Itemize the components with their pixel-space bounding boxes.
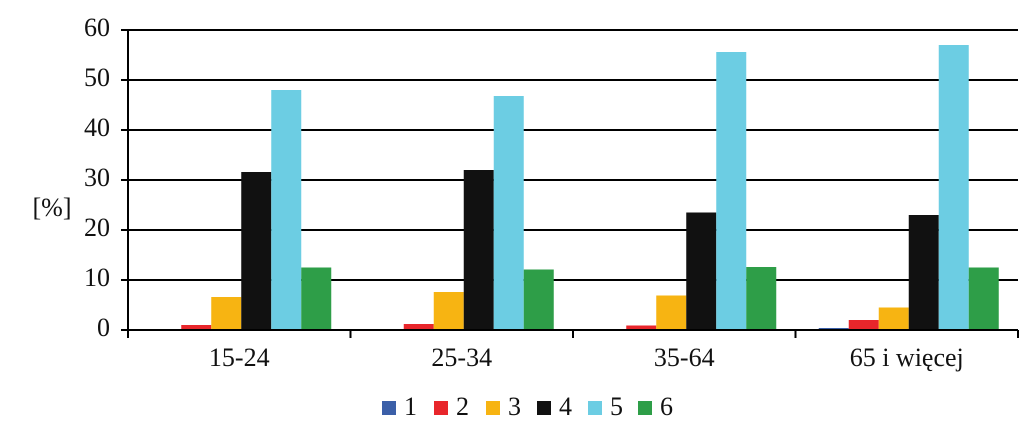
legend-label-3: 3 [508, 392, 521, 421]
legend-label-5: 5 [610, 392, 623, 421]
y-tick-label: 10 [84, 263, 110, 292]
y-tick-label: 60 [84, 13, 110, 42]
bar-3-0 [211, 297, 242, 330]
bar-3-3 [878, 307, 909, 330]
bar-4-2 [686, 212, 717, 330]
legend-label-4: 4 [559, 392, 572, 421]
bar-4-3 [908, 215, 939, 330]
bar-5-2 [716, 52, 747, 330]
y-tick-label: 50 [84, 63, 110, 92]
y-tick-label: 30 [84, 163, 110, 192]
bar-2-3 [848, 320, 879, 330]
bar-5-3 [938, 45, 969, 330]
axes [121, 29, 1019, 338]
legend-label-2: 2 [456, 392, 469, 421]
y-axis-label: [%] [33, 193, 72, 222]
y-tick-label: 0 [97, 313, 110, 342]
bar-2-1 [403, 324, 434, 330]
bar-3-2 [656, 295, 687, 330]
bar-6-0 [301, 267, 332, 330]
bar-6-3 [968, 267, 999, 330]
bar-5-0 [271, 90, 302, 330]
bar-4-1 [463, 170, 494, 330]
legend-swatch-5 [588, 401, 602, 415]
category-label: 65 i więcej [850, 343, 964, 372]
bar-5-1 [493, 96, 524, 330]
legend-swatch-3 [486, 401, 500, 415]
category-label: 25-34 [431, 343, 492, 372]
legend-swatch-1 [382, 401, 396, 415]
y-tick-label: 20 [84, 213, 110, 242]
legend-swatch-6 [638, 401, 652, 415]
bar-6-1 [523, 269, 554, 330]
category-label: 35-64 [654, 343, 715, 372]
category-label: 15-24 [209, 343, 270, 372]
category-labels: 15-24 25-34 35-64 65 i więcej [209, 343, 964, 372]
legend-swatch-4 [537, 401, 551, 415]
bar-2-0 [181, 325, 212, 330]
bar-2-2 [626, 325, 657, 330]
legend-swatch-2 [434, 401, 448, 415]
legend-label-6: 6 [660, 392, 673, 421]
legend-label-1: 1 [404, 392, 417, 421]
y-tick-label: 40 [84, 113, 110, 142]
legend: 1 2 3 4 5 6 [382, 392, 673, 421]
bar-6-2 [746, 267, 777, 330]
bar-4-0 [241, 172, 272, 330]
bar-3-1 [433, 292, 464, 330]
bars [181, 45, 999, 330]
y-tick-labels: 0 10 20 30 40 50 60 [84, 13, 110, 342]
